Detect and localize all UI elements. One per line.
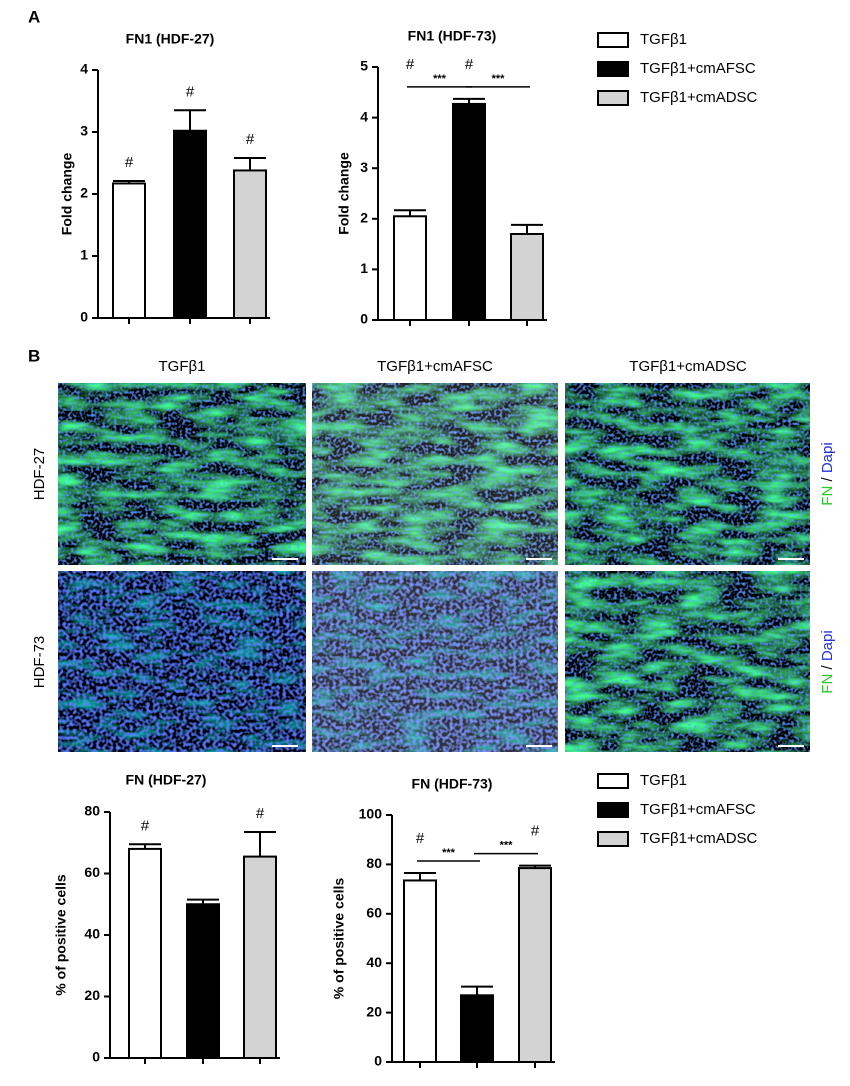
panel-label: A xyxy=(28,7,40,26)
y-tick-label: 100 xyxy=(359,806,383,822)
legend-swatch xyxy=(597,90,629,106)
column-label: TGFβ1 xyxy=(159,358,206,375)
micrograph xyxy=(58,571,306,752)
legend-label: TGFβ1 xyxy=(640,772,687,789)
significance-note: # xyxy=(465,56,474,73)
micrographs xyxy=(58,383,810,752)
y-tick-label: 20 xyxy=(84,987,100,1003)
legend-label: TGFβ1+cmADSC xyxy=(640,89,758,106)
bar xyxy=(233,169,267,319)
significance-note: # xyxy=(531,823,540,840)
y-tick-label: 1 xyxy=(80,247,88,263)
significance-label: *** xyxy=(442,847,456,859)
significance-note: # xyxy=(256,805,265,822)
y-tick-label: 1 xyxy=(360,260,368,276)
stain-0: FN xyxy=(819,482,836,506)
y-axis-label: % of positive cells xyxy=(331,878,347,1000)
y-tick-label: 60 xyxy=(366,905,382,921)
legend-swatch xyxy=(597,802,629,818)
y-tick-label: 0 xyxy=(374,1053,382,1069)
bar xyxy=(452,102,486,321)
y-tick-label: 2 xyxy=(360,210,368,226)
significance-note: # xyxy=(141,817,150,834)
y-tick-label: 2 xyxy=(80,185,88,201)
y-tick-label: 3 xyxy=(360,159,368,175)
chart-title: FN (HDF-73) xyxy=(412,776,493,792)
y-tick-label: 4 xyxy=(80,61,88,77)
y-tick-label: 60 xyxy=(84,864,100,880)
significance-note: # xyxy=(125,154,134,171)
y-axis-label: Fold change xyxy=(336,152,352,235)
y-tick-label: 20 xyxy=(366,1003,382,1019)
y-tick-label: 0 xyxy=(92,1049,100,1065)
chart-title: FN1 (HDF-73) xyxy=(408,28,497,44)
y-tick-label: 5 xyxy=(360,58,368,74)
micrograph xyxy=(312,383,558,565)
bar xyxy=(518,867,552,1063)
bar xyxy=(128,847,162,1060)
y-tick-label: 80 xyxy=(84,803,100,819)
y-axis-label: Fold change xyxy=(59,153,75,236)
legend-label: TGFβ1+cmAFSC xyxy=(640,801,756,818)
y-tick-label: 0 xyxy=(360,311,368,327)
stain-label: FN / Dapi xyxy=(819,442,836,505)
legend-swatch xyxy=(597,61,629,77)
micrograph xyxy=(565,383,810,565)
chart-title: FN1 (HDF-27) xyxy=(126,31,215,47)
micrograph xyxy=(565,571,810,752)
stain-label: FN / Dapi xyxy=(819,630,836,693)
bar xyxy=(393,215,427,322)
y-tick-label: 80 xyxy=(366,855,382,871)
y-axis-label: % of positive cells xyxy=(53,874,69,996)
y-tick-label: 40 xyxy=(366,954,382,970)
stain-0: FN xyxy=(819,670,836,694)
y-tick-label: 3 xyxy=(80,123,88,139)
micrograph xyxy=(312,571,558,752)
bar xyxy=(186,903,220,1059)
significance-note: # xyxy=(406,56,415,73)
y-tick-label: 40 xyxy=(84,926,100,942)
row-label: HDF-27 xyxy=(31,448,48,501)
bar xyxy=(510,232,544,321)
legend-label: TGFβ1 xyxy=(640,31,687,48)
significance-label: *** xyxy=(492,73,506,85)
legend-swatch xyxy=(597,773,629,789)
y-tick-label: 4 xyxy=(360,108,368,124)
legend-swatch xyxy=(597,32,629,48)
bar xyxy=(403,879,437,1064)
stain-2: Dapi xyxy=(819,442,836,473)
significance-label: *** xyxy=(433,73,447,85)
significance-note: # xyxy=(416,830,425,847)
legend-swatch xyxy=(597,831,629,847)
stain-1: / xyxy=(819,473,836,481)
scale-bars xyxy=(272,558,804,747)
y-tick-label: 0 xyxy=(80,309,88,325)
panel-label: B xyxy=(28,346,40,365)
row-label: HDF-73 xyxy=(31,636,48,689)
bar xyxy=(173,129,207,319)
column-label: TGFβ1+cmAFSC xyxy=(377,358,493,375)
bar xyxy=(243,855,277,1060)
bar xyxy=(112,182,146,319)
column-label: TGFβ1+cmADSC xyxy=(629,358,747,375)
legend-label: TGFβ1+cmAFSC xyxy=(640,60,756,77)
chart-title: FN (HDF-27) xyxy=(126,772,207,788)
stain-2: Dapi xyxy=(819,630,836,661)
bar xyxy=(460,994,494,1063)
significance-note: # xyxy=(246,131,255,148)
legend-label: TGFβ1+cmADSC xyxy=(640,830,758,847)
micrograph xyxy=(58,383,306,565)
stain-1: / xyxy=(819,661,836,669)
significance-note: # xyxy=(186,83,195,100)
significance-label: *** xyxy=(500,840,514,852)
